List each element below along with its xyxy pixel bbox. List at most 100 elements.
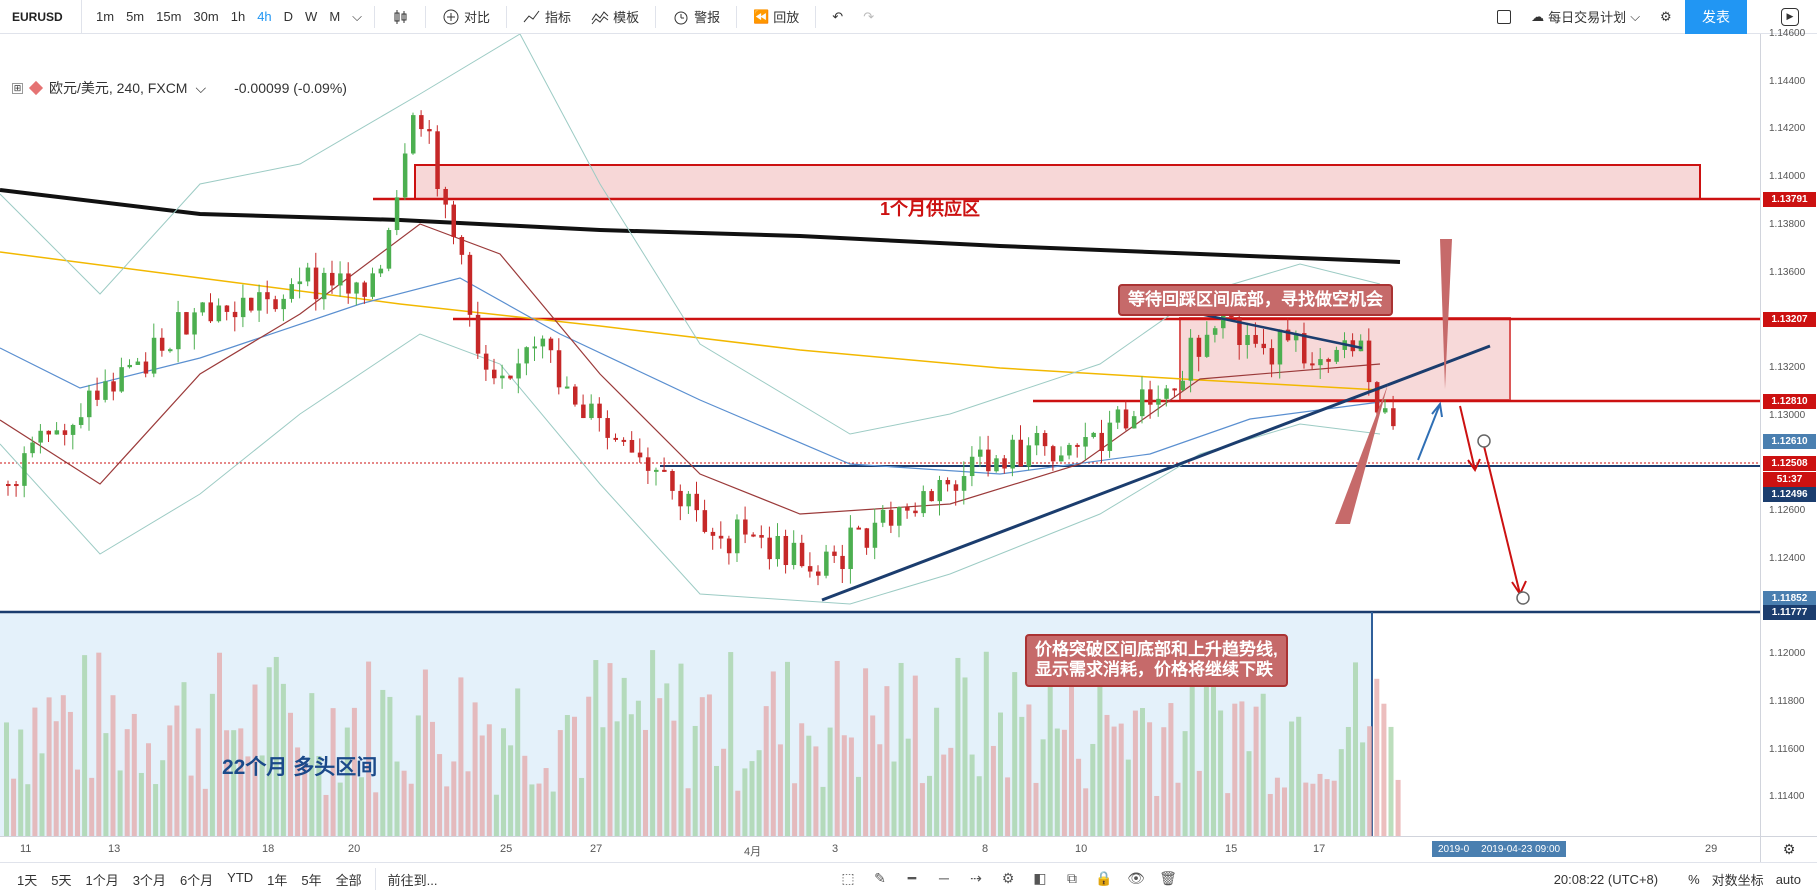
candle-type-button[interactable] [381,0,419,33]
range-1年[interactable]: 1年 [267,872,288,888]
interval-4h[interactable]: 4h [257,9,272,24]
play-button[interactable]: ▶ [1771,0,1809,33]
range-6个月[interactable]: 6个月 [179,872,214,888]
candle-body [330,272,335,286]
interval-5m[interactable]: 5m [126,9,145,24]
volume-bar [110,695,116,836]
interval-30m[interactable]: 30m [193,9,219,24]
volume-bar [628,714,634,836]
range-5年[interactable]: 5年 [301,872,322,888]
candle-body [1310,363,1315,366]
templates-button[interactable]: 模板 [581,0,649,33]
line-width-icon[interactable]: ─ [939,870,949,886]
copy-icon[interactable]: ⧉ [1067,870,1077,886]
lock-icon[interactable]: 🔒 [1095,870,1113,886]
chevron-down-icon[interactable]: ⌵ [352,8,363,24]
volume-bar [1203,669,1209,836]
auto-scale-toggle[interactable]: auto [1775,871,1801,887]
candle-body [1245,335,1250,346]
volume-bar [1317,773,1323,836]
symbol-search[interactable]: EURUSD [0,0,82,33]
collapse-icon[interactable]: ⊞ [12,82,23,94]
interval-W[interactable]: W [305,9,318,24]
volume-bar [522,755,528,836]
range-5天[interactable]: 5天 [51,872,72,888]
candle-body [176,312,181,350]
range-YTD[interactable]: YTD [227,869,254,885]
range-1天[interactable]: 1天 [17,872,38,888]
interval-1h[interactable]: 1h [230,9,246,24]
undo-button[interactable]: ↶ [822,0,853,33]
interval-15m[interactable]: 15m [156,9,182,24]
candle-body [483,353,489,370]
replay-button[interactable]: ⏪ 回放 [743,0,809,33]
gear-icon: ⚙ [1782,841,1796,857]
candlesticks [6,110,1396,586]
rewind-icon: ⏪ [753,8,770,24]
candle-body [581,404,586,419]
candle-body [467,254,473,315]
alerts-button[interactable]: 警报 [662,0,730,33]
candle-body [14,484,19,487]
volume-bar [11,778,17,836]
interval-D[interactable]: D [283,9,294,24]
volume-bar [437,754,443,836]
interval-M[interactable]: M [329,9,341,24]
alerts-label: 警报 [694,10,721,25]
volume-bar [1168,703,1174,836]
log-scale-toggle[interactable]: 对数坐标 [1711,872,1764,888]
flag-icon[interactable] [28,80,44,96]
settings-button[interactable]: ⚙ [1650,0,1682,33]
chevron-down-icon[interactable]: ⌵ [195,79,207,96]
line-style-icon[interactable]: ━ [907,870,917,886]
candle-body [961,476,967,491]
axis-settings-button[interactable]: ⚙ [1760,836,1817,862]
line-end-icon[interactable]: ⇢ [970,870,982,886]
price-tag: 1.12496 [1763,487,1816,502]
fullscreen-layout-button[interactable] [1487,0,1521,33]
volume-bar [643,729,648,836]
layout-name-button[interactable]: ☁ 每日交易计划 ⌵ [1521,0,1650,33]
target-circle-2[interactable] [1516,591,1530,605]
redo-button[interactable]: ↷ [853,0,884,33]
candle-body [775,535,780,560]
volume-bar [195,728,201,836]
template-icon[interactable]: ◧ [1033,870,1047,886]
price-chart[interactable]: ⊞ 欧元/美元, 240, FXCM ⌵ -0.00099 (-0.09%) 1个… [0,34,1760,836]
volume-bar [1296,716,1302,836]
target-circle-1[interactable] [1477,434,1491,448]
pencil-icon[interactable]: ✎ [874,870,886,886]
rect-select-icon[interactable]: ⬚ [841,870,855,886]
candle-body [1083,437,1088,447]
volume-bar [1381,703,1387,836]
time-axis[interactable]: 11 13 18 20 25 27 4月 3 8 10 15 17 29 2019-0 2019-04-23… [0,836,1760,862]
range-1个月[interactable]: 1个月 [85,872,119,888]
publish-button[interactable]: 发表 [1685,0,1747,34]
trash-icon[interactable]: 🗑 [1159,870,1177,886]
plus-circle-icon [443,9,459,24]
range-3个月[interactable]: 3个月 [132,872,166,888]
time-tick: 10 [1075,843,1088,855]
volume-bar [1274,777,1280,836]
indicators-button[interactable]: 指标 [513,0,581,33]
eye-icon[interactable]: 👁 [1127,870,1145,886]
redo-icon: ↷ [863,8,875,24]
candle-body [726,538,732,554]
candle-body [78,417,84,425]
range-全部[interactable]: 全部 [335,872,362,888]
goto-button[interactable]: 前往到... [387,872,438,888]
compare-button[interactable]: 对比 [432,0,500,33]
price-axis[interactable]: 1.14600 1.14400 1.14200 1.14000 1.13800 1.136… [1760,28,1817,836]
volume-bar [564,715,570,836]
time-tick: 4月 [744,846,762,858]
percent-toggle[interactable]: % [1688,871,1700,887]
volume-bar [1040,739,1046,836]
interval-1m[interactable]: 1m [96,9,115,24]
volume-bar [174,705,180,836]
cloud-icon: ☁ [1531,8,1545,24]
candle-body [1131,416,1137,429]
volume-bar [479,735,485,836]
gear-icon[interactable]: ⚙ [1001,870,1015,886]
clock-time: 20:08:22 (UTC+8) [1553,871,1659,887]
candle-body [111,381,116,392]
